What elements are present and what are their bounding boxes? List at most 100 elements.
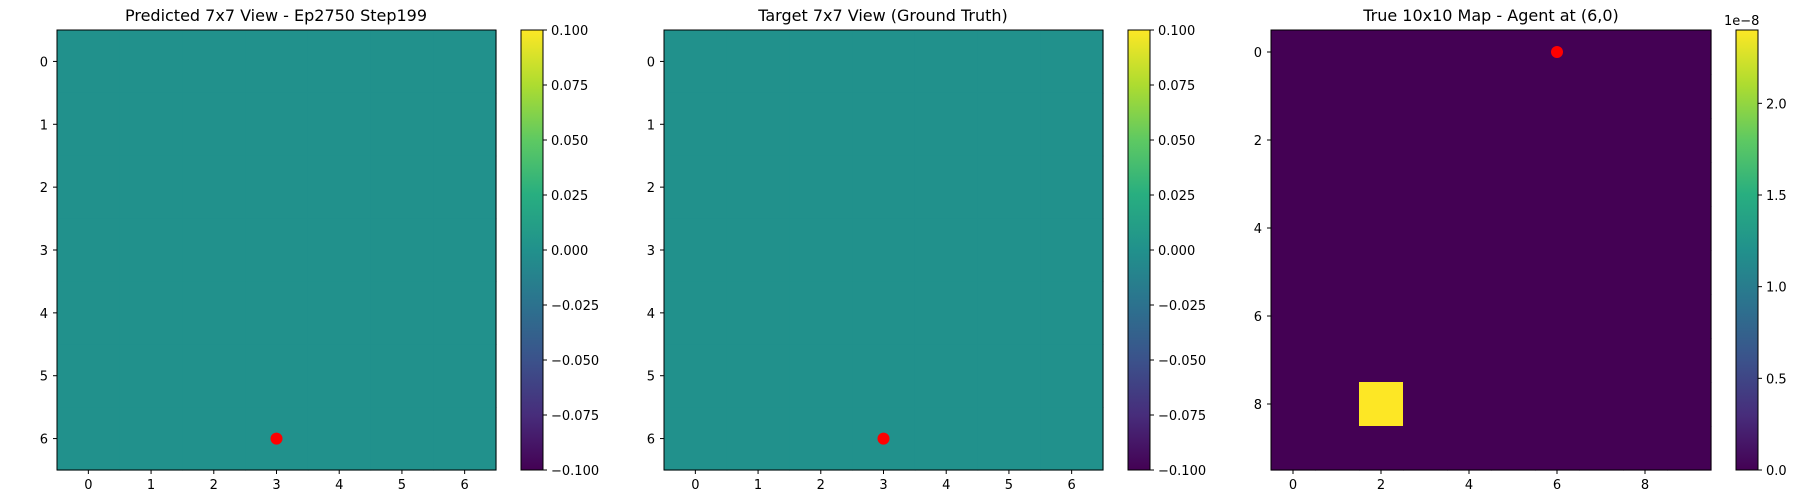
panel-3-y-tick-label: 4 <box>1254 222 1262 237</box>
panel-1-cell-r2-c0 <box>57 155 121 220</box>
panel-3-cell-r5-c0 <box>1271 250 1316 295</box>
panel-2-y-tick-label: 2 <box>647 181 655 196</box>
panel-3-cell-r0-c1 <box>1315 30 1360 75</box>
panel-2-colorbar-tick-label: −0.075 <box>1158 409 1206 424</box>
panel-2-colorbar-tick-label: −0.100 <box>1158 464 1206 479</box>
panel-1-cell-r3-c0 <box>57 218 121 283</box>
panel-2-colorbar-tick-label: 0.075 <box>1158 79 1195 94</box>
panel-2-cell-r6-c1 <box>726 407 791 471</box>
panel-1-cell-r0-c1 <box>119 30 184 94</box>
panel-2-y-ticks: 0 1 2 3 4 5 6 <box>647 55 664 448</box>
panel-3-cell-r4-c2 <box>1359 206 1404 251</box>
panel-3-cell-r3-c2 <box>1359 162 1404 207</box>
panel-3-cell-r4-c7 <box>1579 206 1624 251</box>
panel-1-colorbar-tick-label: −0.025 <box>551 299 599 314</box>
panel-2-cell-r4-c1 <box>726 281 791 345</box>
panel-3-cell-r9-c3 <box>1403 426 1448 471</box>
panel-1-x-tick-label: 5 <box>398 478 406 493</box>
panel-3-cell-r2-c2 <box>1359 118 1404 163</box>
panel-2-x-tick-label: 0 <box>691 478 699 493</box>
panel-3-cell-r6-c2 <box>1359 294 1404 339</box>
panel-2-cell-r3-c6 <box>1040 218 1104 283</box>
panel-3-cell-r7-c1 <box>1315 338 1360 383</box>
panel-3-cell-r8-c4 <box>1447 382 1492 427</box>
panel-2-cell-r6-c0 <box>664 407 728 471</box>
panel-3-cell-r1-c5 <box>1491 74 1536 119</box>
panel-3-cell-r1-c9 <box>1667 74 1712 119</box>
panel-3-cell-r1-c7 <box>1579 74 1624 119</box>
panel-3-cell-r3-c8 <box>1623 162 1668 207</box>
panel-1-cell-r1-c0 <box>57 92 121 157</box>
panel-2-x-tick-label: 5 <box>1005 478 1013 493</box>
panel-1-colorbar-ticks: 0.100 0.075 0.050 0.025 0.000 −0.025 −0.050 −0.… <box>543 24 599 479</box>
panel-1-cell-r6-c0 <box>57 407 121 471</box>
panel-3-cell-r5-c8 <box>1623 250 1668 295</box>
panel-3-cell-r1-c4 <box>1447 74 1492 119</box>
panel-1-cell-r3-c4 <box>307 218 372 283</box>
panel-2-cell-r5-c2 <box>789 344 853 408</box>
panel-1-cell-r6-c2 <box>182 407 246 471</box>
panel-2: Target 7x7 View (Ground Truth) 0 1 2 3 4 5 6 0… <box>647 6 1206 493</box>
panel-1-y-tick-label: 0 <box>40 55 48 70</box>
panel-3-cell-r4-c4 <box>1447 206 1492 251</box>
panel-1-cell-r2-c6 <box>433 155 497 220</box>
panel-2-cell-r2-c0 <box>664 155 728 220</box>
panel-1-colorbar-tick-label: −0.100 <box>551 464 599 479</box>
panel-3-colorbar-tick-label: 2.0 <box>1766 97 1787 112</box>
panel-3-cell-r0-c2 <box>1359 30 1404 75</box>
panel-2-cell-r6-c2 <box>789 407 853 471</box>
panel-1-y-tick-label: 2 <box>40 181 48 196</box>
panel-2-cell-r1-c6 <box>1040 92 1104 157</box>
panel-3-cell-r7-c8 <box>1623 338 1668 383</box>
panel-3-cell-r4-c5 <box>1491 206 1536 251</box>
panel-1-cell-r3-c1 <box>119 218 184 283</box>
panel-1-cell-r1-c6 <box>433 92 497 157</box>
panel-3-cell-r9-c9 <box>1667 426 1712 471</box>
panel-1-cell-r0-c5 <box>370 30 434 94</box>
panel-1-cell-r6-c1 <box>119 407 184 471</box>
panel-2-cell-r0-c6 <box>1040 30 1104 94</box>
panel-3-cell-r5-c3 <box>1403 250 1448 295</box>
panel-3-x-tick-label: 6 <box>1553 478 1561 493</box>
panel-3-colorbar: 2.0 1.5 1.0 0.5 0.0 1e−8 <box>1724 14 1787 479</box>
panel-2-cell-r0-c4 <box>914 30 979 94</box>
panel-3-cell-r3-c3 <box>1403 162 1448 207</box>
panel-3-cell-r7-c0 <box>1271 338 1316 383</box>
panel-3-cell-r2-c7 <box>1579 118 1624 163</box>
panel-2-cell-r1-c3 <box>852 92 916 157</box>
panel-2-cell-r3-c5 <box>977 218 1041 283</box>
panel-2-cell-r6-c6 <box>1040 407 1104 471</box>
panel-3-cell-r1-c6 <box>1535 74 1580 119</box>
panel-3-colorbar-tick-label: 1.0 <box>1766 281 1787 296</box>
panel-1-cell-r0-c2 <box>182 30 246 94</box>
panel-1-colorbar-gradient <box>521 30 543 470</box>
panel-2-cell-r2-c6 <box>1040 155 1104 220</box>
panel-3-colorbar-tick-label: 0.5 <box>1766 372 1787 387</box>
panel-3-cell-r6-c3 <box>1403 294 1448 339</box>
panel-1-cell-r1-c1 <box>119 92 184 157</box>
panel-2-cell-r3-c3 <box>852 218 916 283</box>
panel-3-cell-r1-c2 <box>1359 74 1404 119</box>
panel-1-cell-r1-c3 <box>245 92 309 157</box>
panel-3-x-tick-label: 8 <box>1641 478 1649 493</box>
panel-3-cell-r5-c1 <box>1315 250 1360 295</box>
panel-1-cell-r0-c3 <box>245 30 309 94</box>
panel-3-cell-r7-c4 <box>1447 338 1492 383</box>
panel-3-cell-r0-c9 <box>1667 30 1712 75</box>
panel-3-cell-r4-c1 <box>1315 206 1360 251</box>
panel-1-cell-r0-c6 <box>433 30 497 94</box>
panel-1-y-tick-label: 6 <box>40 433 48 448</box>
panel-2-cell-r2-c1 <box>726 155 791 220</box>
panel-1-colorbar-tick-label: −0.075 <box>551 409 599 424</box>
panel-2-cell-r1-c0 <box>664 92 728 157</box>
panel-1-x-tick-label: 4 <box>335 478 343 493</box>
panel-2-cell-r2-c4 <box>914 155 979 220</box>
panel-3-cell-r9-c6 <box>1535 426 1580 471</box>
panel-1-cell-r5-c6 <box>433 344 497 408</box>
panel-3-cell-r6-c4 <box>1447 294 1492 339</box>
panel-2-colorbar-tick-label: −0.025 <box>1158 299 1206 314</box>
panel-2-cell-r1-c1 <box>726 92 791 157</box>
panel-1-y-tick-label: 4 <box>40 307 48 322</box>
panel-3-x-tick-label: 2 <box>1377 478 1385 493</box>
